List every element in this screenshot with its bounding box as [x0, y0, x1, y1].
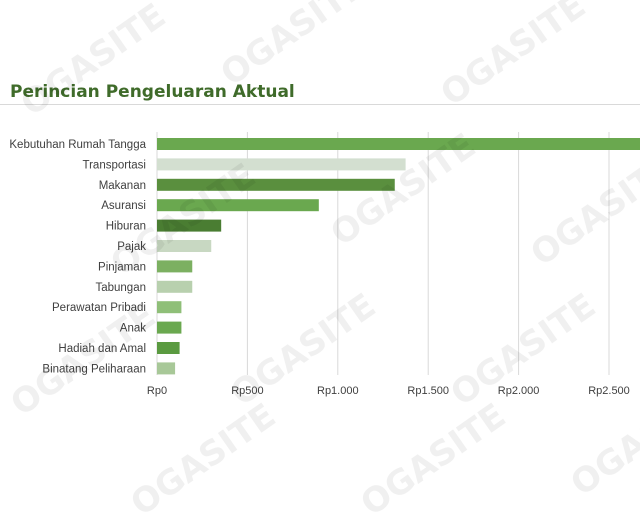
- bar: [157, 362, 176, 375]
- category-label: Kebutuhan Rumah Tangga: [9, 139, 146, 151]
- category-label: Asuransi: [101, 200, 146, 212]
- category-label: Pinjaman: [98, 261, 146, 273]
- bar: [157, 240, 212, 252]
- x-tick-label: Rp2.000: [498, 385, 540, 397]
- category-label: Pajak: [117, 241, 146, 253]
- bar: [157, 280, 193, 293]
- category-label: Binatang Peliharaan: [42, 363, 146, 375]
- category-label: Transportasi: [83, 159, 147, 171]
- category-label: Hadiah dan Amal: [58, 343, 146, 355]
- bar-chart: Rp0 Rp500 Rp1.000 Rp1.500 Rp2.000 Rp2.500 Kebu…: [9, 132, 640, 397]
- chart-title: Perincian Pengeluaran Aktual: [10, 82, 295, 102]
- category-label: Makanan: [99, 180, 146, 192]
- x-tick-label: Rp2.500: [588, 385, 630, 397]
- x-tick-label: Rp0: [147, 385, 167, 397]
- bar: [157, 260, 193, 273]
- x-tick-label: Rp500: [231, 385, 263, 397]
- bar: [157, 321, 182, 334]
- category-label: Perawatan Pribadi: [52, 302, 146, 314]
- bar: [157, 219, 222, 232]
- x-tick-label: Rp1.000: [317, 385, 359, 397]
- bar: [157, 178, 395, 191]
- x-tick-label: Rp1.500: [407, 385, 449, 397]
- bar: [157, 158, 406, 171]
- bar: [157, 138, 640, 150]
- bar: [157, 301, 182, 314]
- bar: [157, 342, 180, 354]
- category-label: Hiburan: [106, 221, 146, 233]
- category-label: Tabungan: [95, 282, 146, 294]
- category-label: Anak: [120, 323, 146, 335]
- title-divider: [0, 104, 640, 105]
- bar: [157, 199, 319, 212]
